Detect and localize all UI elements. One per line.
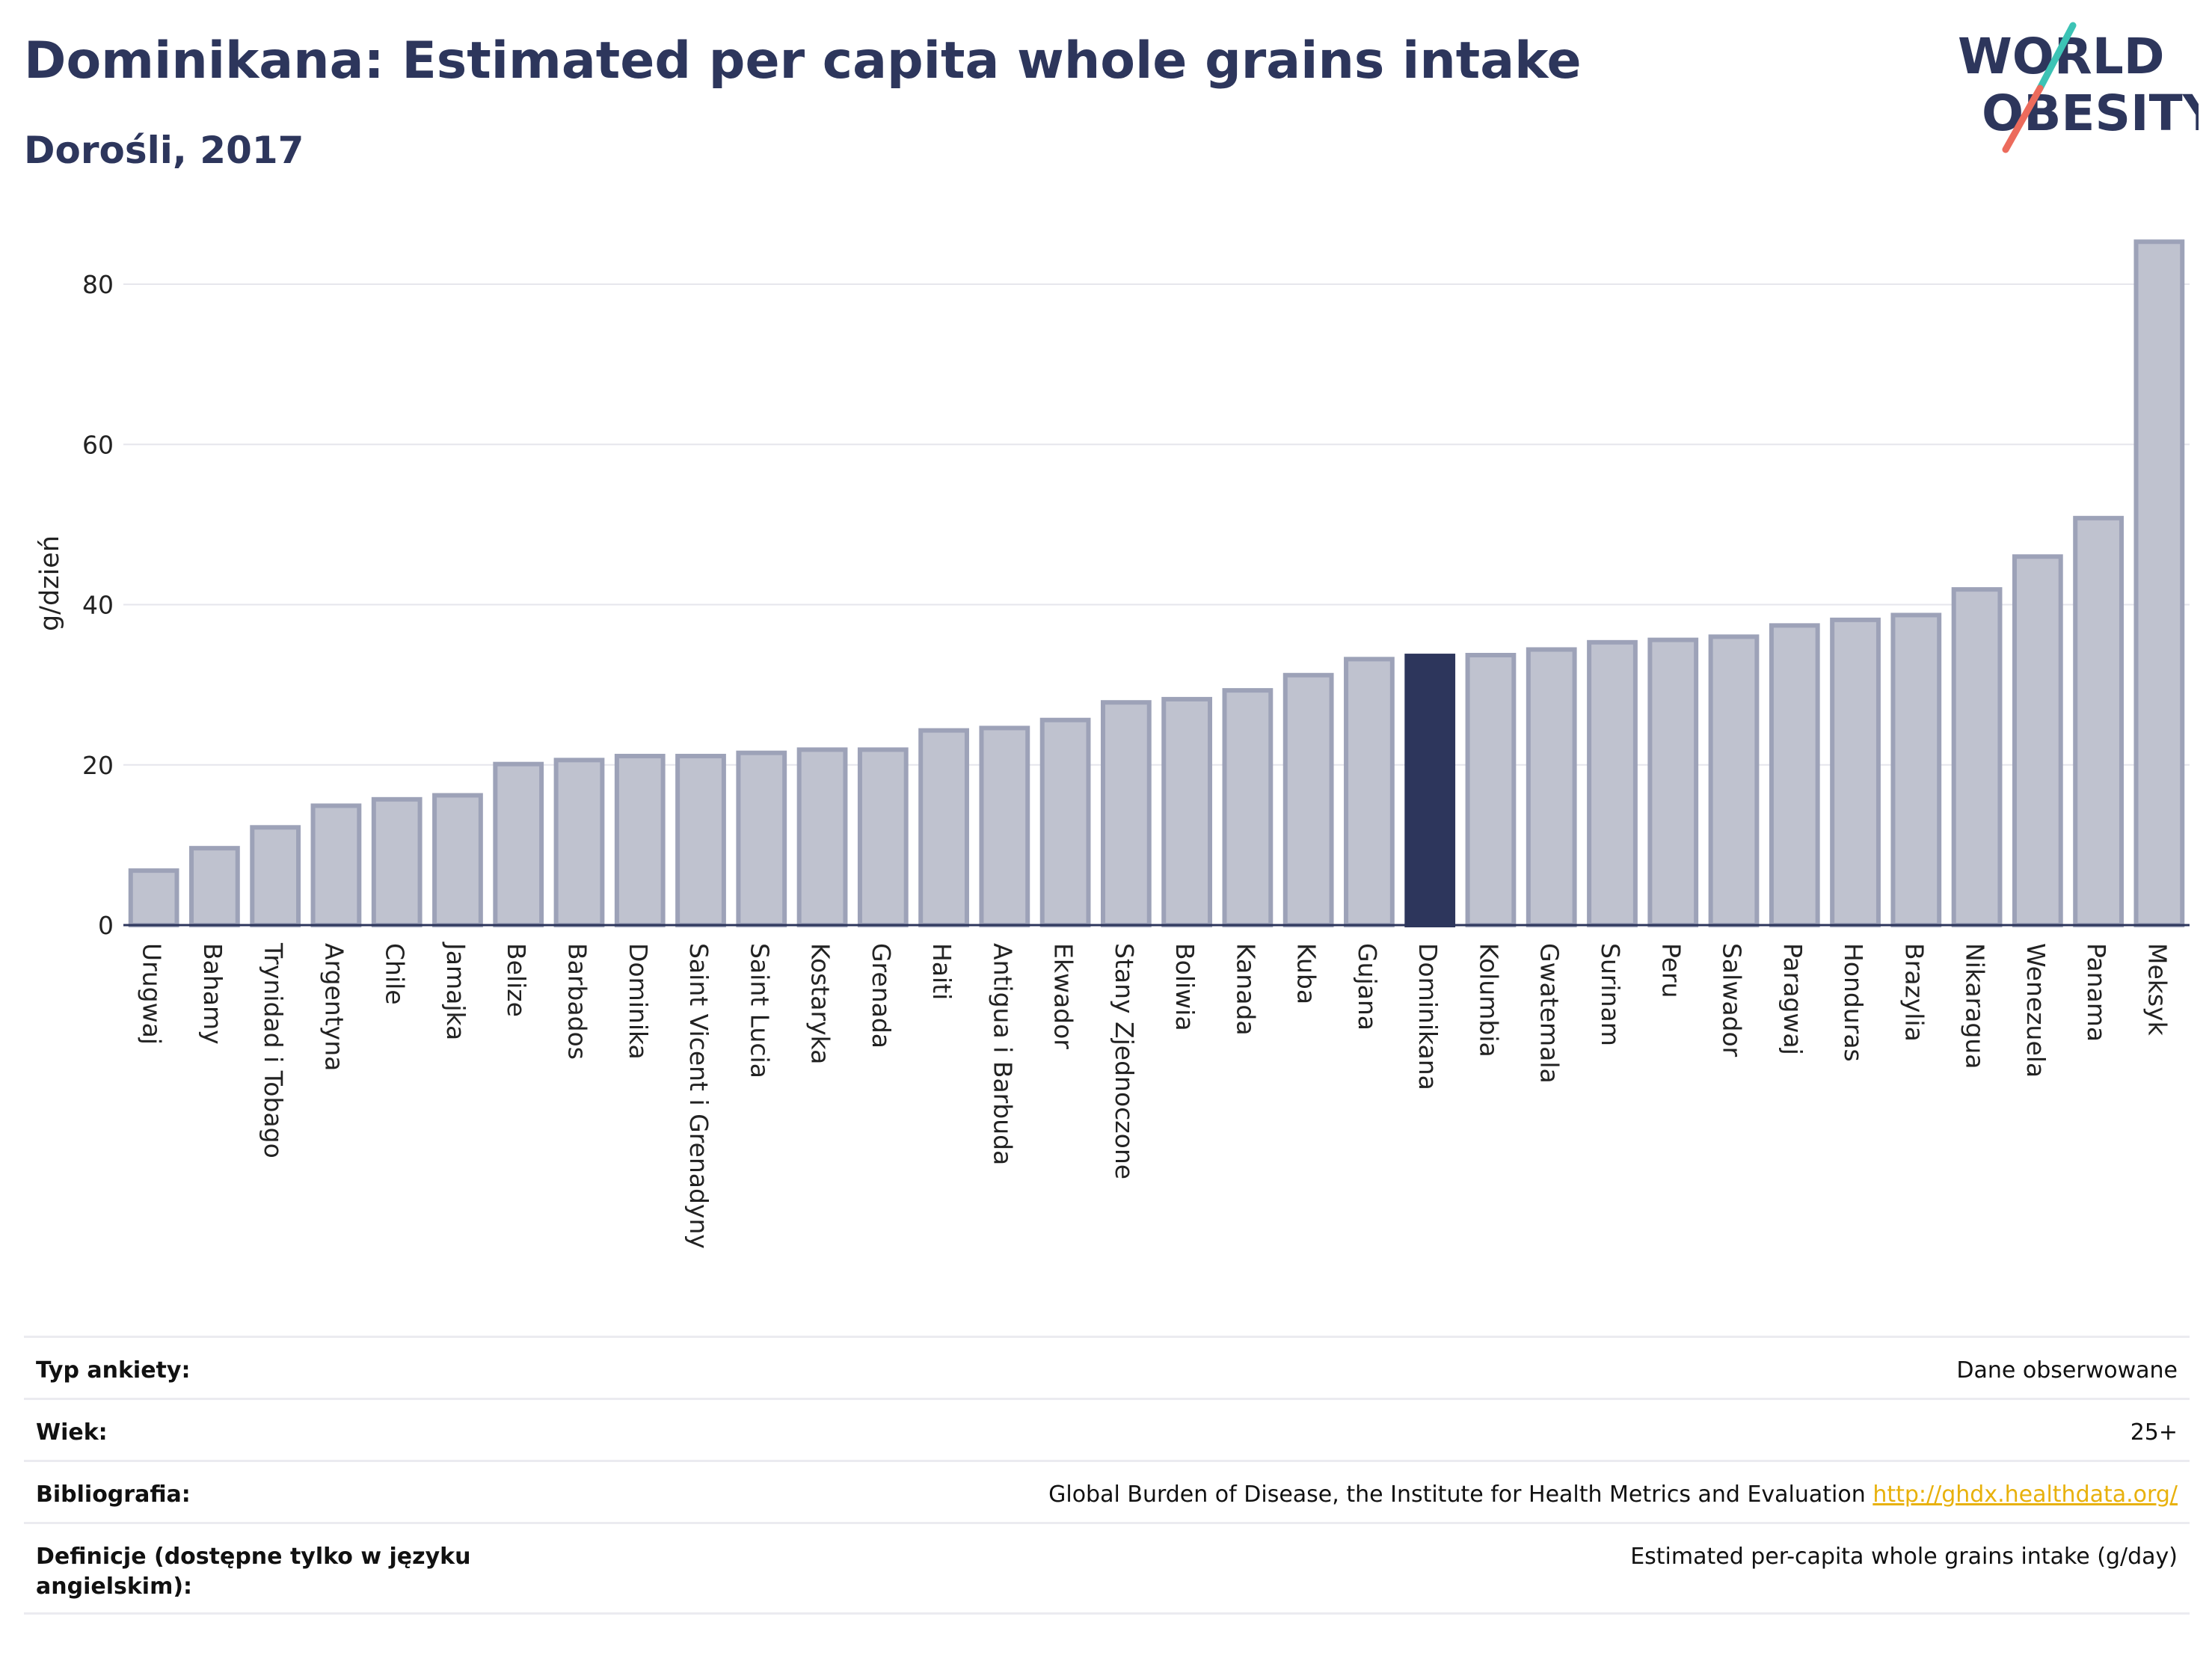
x-tick-label: Haiti: [927, 943, 956, 1000]
meta-label: Wiek:: [36, 1419, 108, 1446]
axes: 0 20 40 60 80 Urugwaj Bahamy Trynidad i Tobago A…: [82, 270, 2190, 1249]
x-tick-label: Gujana: [1353, 943, 1382, 1031]
bar: [553, 758, 605, 928]
x-tick-label: Surinam: [1596, 943, 1625, 1046]
bar-chart: 0 20 40 60 80 Urugwaj Bahamy Trynidad i Tobago A…: [35, 239, 2190, 1249]
y-axis-label: g/dzień: [35, 535, 65, 631]
x-tick-label: Gwatemala: [1535, 943, 1564, 1084]
bar: [1404, 654, 1456, 927]
x-tick-label: Antigua i Barbuda: [988, 943, 1017, 1165]
meta-value: 25+: [2130, 1419, 2178, 1446]
bar: [371, 796, 423, 927]
x-tick-label: Panama: [2082, 943, 2111, 1042]
bar: [2012, 554, 2063, 927]
meta-label: Typ ankiety:: [36, 1357, 191, 1384]
bar: [796, 747, 848, 927]
x-tick-label: Urugwaj: [138, 943, 167, 1045]
x-tick-label: Chile: [381, 943, 410, 1005]
y-tick-label: 20: [82, 751, 114, 780]
bar: [1708, 634, 1760, 927]
bar: [1769, 623, 1820, 927]
x-tick-label: Kanada: [1231, 943, 1260, 1036]
x-tick-label: Nikaragua: [1961, 943, 1990, 1069]
x-tick-label: Honduras: [1839, 943, 1868, 1062]
logo-line1: WORLD: [1958, 28, 2165, 85]
meta-row-age: Wiek: 25+: [24, 1398, 2190, 1460]
bar: [1161, 696, 1213, 927]
bar: [1951, 587, 2003, 927]
x-tick-label: Barbados: [562, 943, 592, 1060]
bar: [310, 803, 362, 928]
y-tick-label: 80: [82, 270, 114, 299]
bar: [614, 753, 666, 927]
meta-label: Definicje (dostępne tylko w języku angie…: [36, 1544, 471, 1600]
x-tick-label: Saint Vicent i Grenadyny: [684, 943, 713, 1249]
x-tick-label: Saint Lucia: [745, 943, 774, 1078]
bar: [979, 725, 1030, 927]
logo-slash-teal: [2036, 22, 2077, 92]
x-tick-label: Dominika: [624, 943, 653, 1060]
bar: [1282, 672, 1334, 928]
bars: [128, 239, 2185, 928]
y-tick-label: 40: [82, 591, 114, 620]
world-obesity-logo: WORLD OBESITY: [1958, 22, 2199, 153]
x-tick-label: Meksyk: [2142, 943, 2172, 1037]
bar: [189, 846, 240, 928]
x-tick-label: Brazylia: [1899, 943, 1929, 1042]
x-tick-label: Salwador: [1718, 943, 1747, 1057]
bar: [1222, 688, 1274, 928]
bibliography-link[interactable]: http://ghdx.healthdata.org/: [1872, 1481, 2178, 1508]
metadata-table: Typ ankiety: Dane obserwowane Wiek: 25+ …: [24, 1336, 2190, 1615]
bar: [1344, 657, 1395, 927]
bar: [1039, 717, 1091, 927]
bar: [736, 750, 787, 928]
bar: [1587, 639, 1638, 927]
x-tick-label: Kostaryka: [806, 943, 835, 1064]
logo-slash-coral: [2002, 85, 2044, 153]
x-tick-label: Kolumbia: [1474, 943, 1503, 1057]
bar: [493, 761, 544, 928]
bar: [1830, 617, 1881, 927]
x-tick-label: Argentyna: [319, 943, 348, 1071]
x-tick-label: Wenezuela: [2021, 943, 2050, 1078]
bar: [1100, 700, 1152, 927]
x-tick-label: Dominikana: [1413, 943, 1443, 1090]
x-tick-label: Kuba: [1292, 943, 1321, 1004]
bar: [2073, 515, 2124, 927]
bar: [857, 747, 909, 927]
bar: [675, 753, 726, 927]
y-tick-label: 60: [82, 430, 114, 459]
x-tick-label: Ekwador: [1049, 943, 1078, 1049]
bar: [432, 793, 483, 928]
x-tick-label: Grenada: [867, 943, 896, 1048]
x-tick-label: Bahamy: [198, 943, 227, 1045]
chart-title: Dominikana: Estimated per capita whole g…: [24, 31, 1582, 90]
meta-label: Bibliografia:: [36, 1481, 191, 1508]
meta-value-bibliography: Global Burden of Disease, the Institute …: [1048, 1480, 2178, 1510]
x-tick-label: Paragwaj: [1778, 943, 1807, 1055]
meta-row-survey-type: Typ ankiety: Dane obserwowane: [24, 1336, 2190, 1398]
y-tick-label: 0: [98, 911, 114, 940]
bar: [1465, 652, 1517, 928]
x-tick-label: Peru: [1656, 943, 1686, 998]
bar: [250, 825, 301, 927]
chart-subtitle: Dorośli, 2017: [24, 129, 304, 172]
bar: [1526, 647, 1577, 927]
x-tick-label: Boliwia: [1170, 943, 1199, 1031]
meta-row-bibliography: Bibliografia: Global Burden of Disease, …: [24, 1460, 2190, 1522]
x-tick-label: Jamajka: [441, 942, 470, 1040]
bar: [1890, 612, 1942, 928]
meta-value: Dane obserwowane: [1956, 1357, 2178, 1384]
bar: [2133, 239, 2185, 927]
meta-value: Estimated per-capita whole grains intake…: [1630, 1544, 2178, 1570]
bar: [1647, 637, 1699, 927]
bar: [128, 868, 179, 928]
bar: [918, 728, 969, 928]
x-tick-label: Belize: [502, 943, 531, 1017]
meta-row-definitions: Definicje (dostępne tylko w języku angie…: [24, 1522, 2190, 1615]
bibliography-source: Global Burden of Disease, the Institute …: [1048, 1481, 1866, 1508]
x-tick-label: Stany Zjednoczone: [1110, 943, 1139, 1179]
x-tick-label: Trynidad i Tobago: [259, 942, 288, 1158]
